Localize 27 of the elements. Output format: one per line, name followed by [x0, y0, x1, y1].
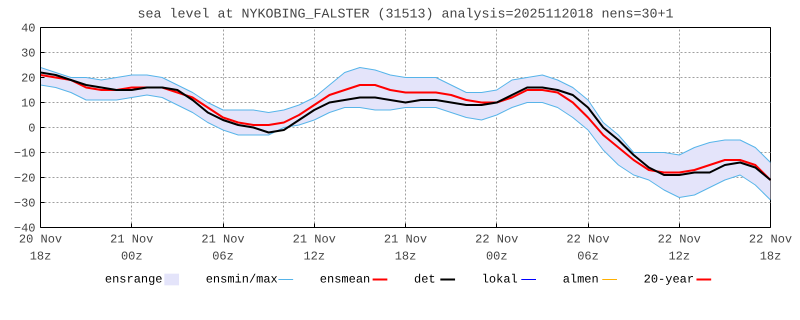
legend-label: ensrange	[104, 272, 163, 286]
y-tick-label: −10	[14, 146, 36, 160]
x-tick-label: 20 Nov 18z	[18, 232, 62, 264]
y-tick-label: 0	[28, 122, 36, 136]
y-tick-label: 20	[21, 72, 36, 86]
x-tick-label: 22 Nov 00z	[475, 232, 518, 264]
legend-label: ensmean	[320, 272, 370, 286]
y-tick-label: 10	[21, 96, 36, 110]
y-tick-label: −20	[14, 172, 36, 186]
legend-label: lokal	[482, 272, 518, 286]
line-series	[40, 67, 770, 163]
x-tick-label: 21 Nov 06z	[201, 232, 245, 264]
legend-label: 20-year	[644, 272, 694, 286]
legend-label: det	[414, 272, 436, 286]
x-tick-label: 21 Nov 18z	[384, 232, 428, 264]
x-tick-label: 22 Nov 18z	[748, 232, 792, 264]
chart-title: sea level at NYKOBING_FALSTER (31513) analysis=2025112018 nens=30+1	[138, 8, 674, 22]
x-tick-label: 22 Nov 06z	[566, 232, 610, 264]
y-tick-label: −40	[14, 222, 36, 236]
legend-label: almen	[562, 272, 599, 286]
x-tick-label: 22 Nov 12z	[658, 232, 701, 264]
y-tick-label: −30	[14, 196, 36, 210]
x-tick-label: 21 Nov 00z	[110, 232, 154, 264]
legend-label: ensmin/max	[206, 272, 278, 286]
y-tick-label: 30	[21, 46, 36, 60]
x-tick-label: 21 Nov 12z	[292, 232, 336, 264]
y-tick-label: 40	[21, 22, 36, 36]
